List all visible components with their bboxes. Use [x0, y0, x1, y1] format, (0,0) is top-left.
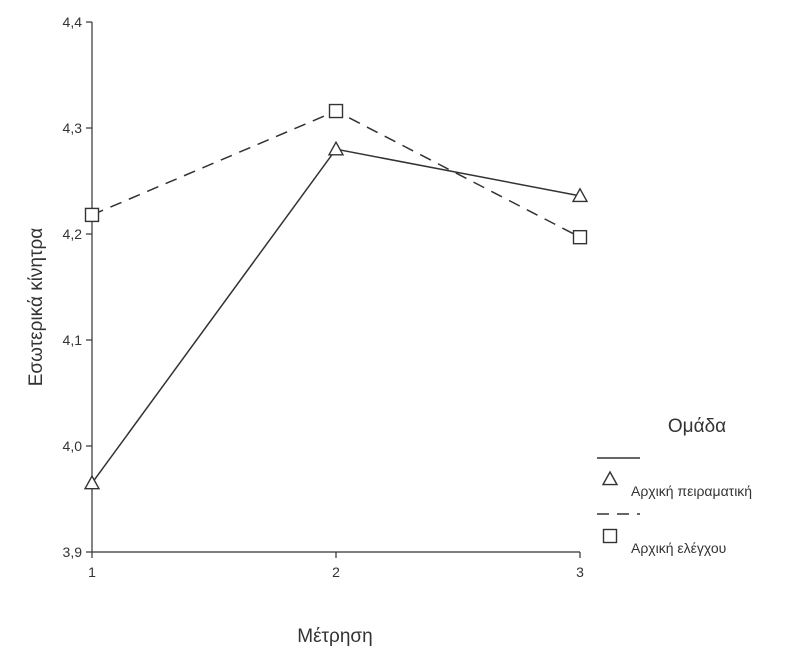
legend-marker-triangle: [601, 470, 619, 486]
y-tick-label: 4,2: [63, 226, 83, 242]
y-axis-title: Εσωτερικά κίνητρα: [26, 228, 47, 387]
legend: Ομάδα Αρχική πειραματική Αρχική ελέγχου: [597, 416, 752, 556]
labels-layer: Μέτρηση Εσωτερικά κίνητρα: [26, 228, 373, 647]
data-point-triangle: [327, 140, 345, 156]
y-tick-label: 3,9: [63, 544, 83, 560]
data-point-square: [84, 207, 100, 223]
x-axis-title: Μέτρηση: [297, 626, 372, 647]
legend-title: Ομάδα: [668, 416, 726, 437]
y-tick-label: 4,4: [63, 14, 83, 30]
data-point-square: [572, 229, 588, 245]
y-tick-label: 4,1: [63, 332, 83, 348]
data-point-triangle: [83, 474, 101, 490]
axes: 3,9 4,0 4,1 4,2 4,3 4,4 1 2 3: [63, 14, 585, 580]
series-line-experimental: [91, 148, 581, 484]
x-tick-label: 3: [576, 564, 584, 580]
data-point-triangle: [571, 187, 589, 203]
y-tick-label: 4,0: [63, 438, 83, 454]
legend-marker-square: [602, 528, 618, 544]
markers-layer: [83, 103, 589, 490]
data-point-square: [328, 103, 344, 119]
y-tick-label: 4,3: [63, 120, 83, 136]
legend-label: Αρχική ελέγχου: [631, 540, 726, 556]
x-tick-label: 1: [88, 564, 96, 580]
x-tick-label: 2: [332, 564, 340, 580]
series-line-control: [91, 110, 581, 238]
legend-label: Αρχική πειραματική: [631, 483, 752, 499]
series-layer: [91, 110, 581, 484]
